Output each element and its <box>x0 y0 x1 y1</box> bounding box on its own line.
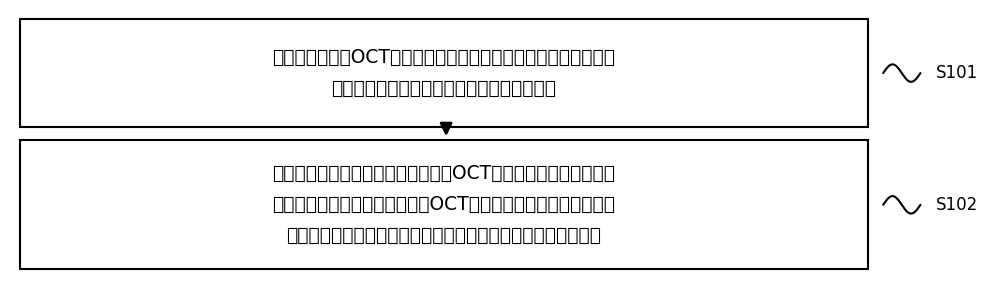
FancyBboxPatch shape <box>20 140 868 269</box>
Text: 基于血管多普勒OCT强度图，利用级联全卷积神经网络模型中的第
一级全卷积神经网络，分割出血管壁的轮廓图: 基于血管多普勒OCT强度图，利用级联全卷积神经网络模型中的第 一级全卷积神经网络… <box>272 48 615 98</box>
FancyBboxPatch shape <box>20 19 868 127</box>
Text: 基于血管壁的轮廓图，对血管多普勒OCT相位图进行去背景噪声处
理，并基于处理后的血管多普勒OCT相位图，利用级联全卷积神经
网络模型中的第二级全卷积神经网络，分: 基于血管壁的轮廓图，对血管多普勒OCT相位图进行去背景噪声处 理，并基于处理后的… <box>272 164 615 245</box>
Text: S102: S102 <box>936 196 978 214</box>
Text: S101: S101 <box>936 64 978 82</box>
